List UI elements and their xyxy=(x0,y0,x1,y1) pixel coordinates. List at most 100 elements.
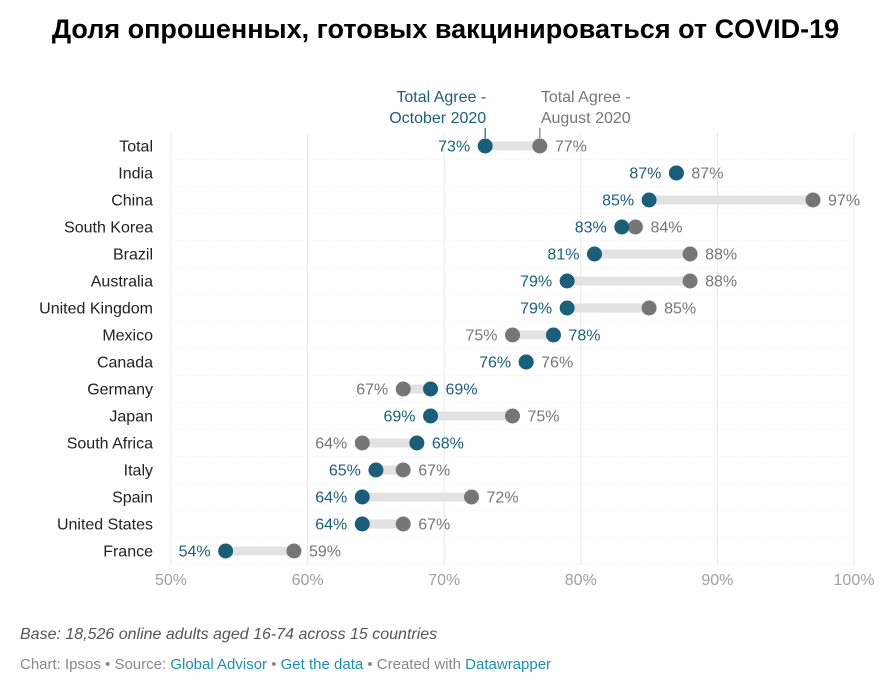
value-label-august: 88% xyxy=(705,274,737,291)
dot-october xyxy=(518,354,534,370)
value-label-october: 87% xyxy=(629,166,661,183)
value-label-august: 84% xyxy=(650,220,682,237)
value-label-october: 64% xyxy=(315,490,347,507)
dot-august xyxy=(395,516,411,532)
category-label: Italy xyxy=(124,463,153,480)
value-label-october: 78% xyxy=(568,328,600,345)
category-label: China xyxy=(111,193,153,210)
dot-august xyxy=(354,435,370,451)
value-label-august: 77% xyxy=(555,139,587,156)
value-label-august: 75% xyxy=(465,328,497,345)
value-label-october: 73% xyxy=(438,139,470,156)
dot-october xyxy=(354,516,370,532)
dot-october xyxy=(668,165,684,181)
x-tick-label: 90% xyxy=(701,572,733,589)
value-label-october: 54% xyxy=(179,544,211,561)
dot-august xyxy=(505,408,520,424)
dot-august xyxy=(805,192,821,208)
category-label: Japan xyxy=(109,409,153,426)
value-label-august: 67% xyxy=(418,517,450,534)
dot-october xyxy=(641,192,657,208)
dot-october xyxy=(409,435,425,451)
legend-oct-line2: October 2020 xyxy=(389,110,486,127)
x-tick-label: 50% xyxy=(155,572,187,589)
value-label-october: 76% xyxy=(479,355,511,372)
value-label-october: 68% xyxy=(432,436,464,453)
value-label-august: 76% xyxy=(541,355,573,372)
dot-october xyxy=(218,543,234,559)
dot-august xyxy=(682,246,698,262)
source-link[interactable]: Global Advisor xyxy=(170,656,268,673)
value-label-october: 65% xyxy=(329,463,361,480)
category-label: Australia xyxy=(91,274,153,291)
dot-august xyxy=(532,138,548,154)
value-label-october: 81% xyxy=(547,247,579,264)
value-label-october: 85% xyxy=(602,193,634,210)
value-label-august: 64% xyxy=(315,436,347,453)
legend-oct-line1: Total Agree - xyxy=(396,89,486,106)
category-label: Brazil xyxy=(113,247,153,264)
value-label-october: 69% xyxy=(446,382,478,399)
value-label-october: 79% xyxy=(520,274,552,291)
x-tick-label: 80% xyxy=(565,572,597,589)
value-label-august: 72% xyxy=(487,490,519,507)
value-label-october: 64% xyxy=(315,517,347,534)
category-label: South Korea xyxy=(64,220,153,237)
legend-aug-line1: Total Agree - xyxy=(541,89,631,106)
credits-prefix: Chart: Ipsos • Source: xyxy=(20,656,171,673)
category-label: Canada xyxy=(97,355,153,372)
datawrapper-link[interactable]: Datawrapper xyxy=(465,656,552,673)
value-label-august: 97% xyxy=(828,193,860,210)
value-label-october: 83% xyxy=(575,220,607,237)
dot-august xyxy=(286,543,302,559)
base-note: Base: 18,526 online adults aged 16-74 ac… xyxy=(20,626,438,643)
category-label: Germany xyxy=(87,382,153,399)
value-label-august: 85% xyxy=(664,301,696,318)
dot-august xyxy=(395,462,411,478)
dot-october xyxy=(545,327,561,343)
dot-october xyxy=(614,219,630,235)
category-label: South Africa xyxy=(67,436,153,453)
dot-october xyxy=(559,273,575,289)
legend-aug-line2: August 2020 xyxy=(541,110,631,127)
chart-title: Доля опрошенных, готовых вакцинироваться… xyxy=(51,14,840,44)
dot-august xyxy=(505,327,520,343)
dot-august xyxy=(682,273,698,289)
get-data-link[interactable]: Get the data xyxy=(280,656,364,673)
value-label-august: 87% xyxy=(691,166,723,183)
x-tick-label: 100% xyxy=(834,572,875,589)
credits-line: Chart: Ipsos • Source: Global Advisor • … xyxy=(20,656,551,673)
dot-range-chart: 50% 60% 70% 80% 90% 100% Total Agree - October … xyxy=(39,89,874,589)
category-label: France xyxy=(103,544,153,561)
dot-august xyxy=(641,300,657,316)
category-label: Spain xyxy=(112,490,153,507)
category-label: Total xyxy=(119,139,153,156)
value-label-october: 69% xyxy=(384,409,416,426)
dot-august xyxy=(395,381,411,397)
dot-october xyxy=(559,300,575,316)
dot-august xyxy=(627,219,643,235)
category-label: United States xyxy=(57,517,153,534)
dot-october xyxy=(354,489,370,505)
dots xyxy=(218,138,821,559)
category-label: United Kingdom xyxy=(39,301,153,318)
dot-october xyxy=(423,408,439,424)
value-label-august: 75% xyxy=(528,409,560,426)
x-tick-label: 70% xyxy=(428,572,460,589)
value-label-august: 88% xyxy=(705,247,737,264)
dot-october xyxy=(586,246,602,262)
credits-sep: • xyxy=(267,656,281,673)
value-label-august: 67% xyxy=(356,382,388,399)
grid xyxy=(170,133,855,565)
dot-august xyxy=(464,489,480,505)
x-tick-label: 60% xyxy=(292,572,324,589)
category-label: India xyxy=(118,166,153,183)
category-label: Mexico xyxy=(102,328,153,345)
dot-october xyxy=(477,138,493,154)
dot-october xyxy=(368,462,384,478)
value-label-august: 59% xyxy=(309,544,341,561)
credits-created: • Created with xyxy=(363,656,466,673)
value-label-october: 79% xyxy=(520,301,552,318)
labels: 50% 60% 70% 80% 90% 100% Total Agree - October … xyxy=(39,89,874,589)
value-label-august: 67% xyxy=(418,463,450,480)
